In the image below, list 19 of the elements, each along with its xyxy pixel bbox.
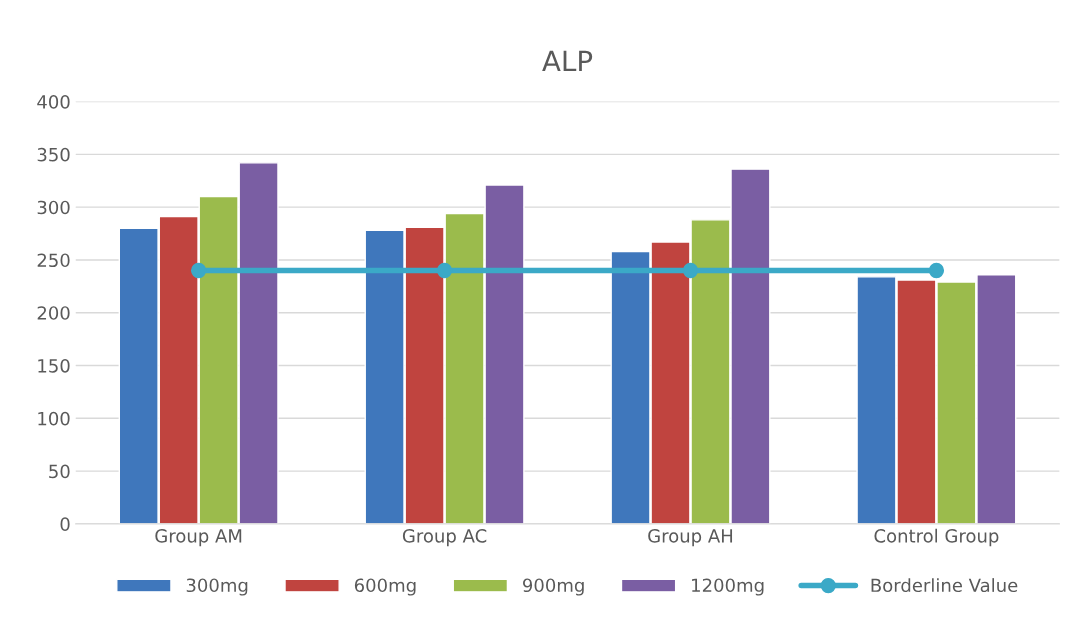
y-tick-label: 250 [37, 253, 70, 268]
y-tick-label: 50 [49, 464, 70, 479]
x-tick-label: Control Group [874, 528, 999, 547]
y-tick-label: 300 [37, 200, 70, 215]
y-tick-label: 100 [38, 411, 70, 426]
x-tick-label: Group AC [402, 529, 487, 547]
y-tick-label: 400 [37, 95, 70, 109]
y-tick-label: 150 [38, 358, 70, 373]
legend-label: 900mg [523, 578, 584, 596]
y-tick-label: 0 [60, 517, 70, 531]
legend-label: Borderline Value [871, 578, 1018, 593]
y-tick-label: 200 [37, 306, 70, 320]
y-tick-label: 350 [37, 147, 70, 162]
x-tick-label: Group AM [155, 529, 242, 547]
chart-title: ALP [542, 50, 593, 72]
x-tick-label: Group AH [648, 529, 733, 547]
legend-label: 300mg [186, 578, 248, 596]
legend-label: 600mg [354, 578, 416, 596]
legend-label: 1200mg [692, 578, 764, 596]
